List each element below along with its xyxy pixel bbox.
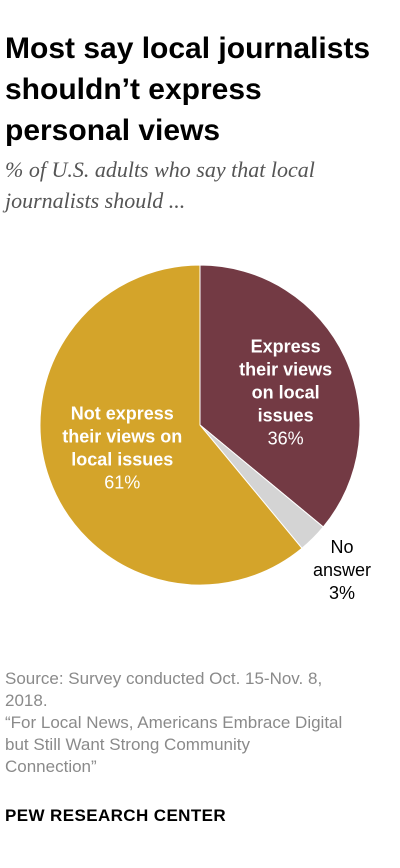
value-label-express: 36% xyxy=(268,429,304,449)
value-label-not-express: 61% xyxy=(104,472,140,492)
slice-express xyxy=(199,264,361,528)
report-line: Connection” xyxy=(5,757,97,776)
report-title: “For Local News, Americans Embrace Digit… xyxy=(5,712,397,778)
value-label-no-answer: 3% xyxy=(329,583,355,603)
source-line: Source: Survey conducted Oct. 15-Nov. 8, xyxy=(5,669,323,688)
subtitle-line: journalists should ... xyxy=(5,188,186,213)
subtitle-line: % of U.S. adults who say that local xyxy=(5,157,315,182)
brand-logo-text: PEW RESEARCH CENTER xyxy=(5,806,227,825)
slice-label-not-express: their views on xyxy=(62,426,182,446)
title-line: Most say local journalists xyxy=(5,32,371,65)
chart-subtitle: % of U.S. adults who say that local jour… xyxy=(5,154,395,216)
slice-label-no-answer: No xyxy=(330,537,353,557)
title-line: personal views xyxy=(5,114,221,147)
pie-labels: Express their views on local issues 36% No ans… xyxy=(62,337,371,603)
slice-label-express: Express xyxy=(251,337,321,357)
slice-label-not-express: local issues xyxy=(71,449,173,469)
slice-not-express xyxy=(39,264,303,586)
report-line: but Still Want Strong Community xyxy=(5,735,251,754)
report-line: “For Local News, Americans Embrace Digit… xyxy=(5,713,343,732)
source-line: 2018. xyxy=(5,691,48,710)
source-note: Source: Survey conducted Oct. 15-Nov. 8,… xyxy=(5,668,397,712)
slice-label-express: their views xyxy=(239,360,332,380)
slice-label-express: issues xyxy=(258,406,314,426)
slice-label-express: on local xyxy=(252,383,320,403)
title-line: shouldn’t express xyxy=(5,73,262,106)
chart-title: Most say local journalists shouldn’t exp… xyxy=(5,28,395,151)
pie-slices xyxy=(39,264,361,586)
slice-label-not-express: Not express xyxy=(71,403,174,423)
slice-label-no-answer: answer xyxy=(313,560,371,580)
